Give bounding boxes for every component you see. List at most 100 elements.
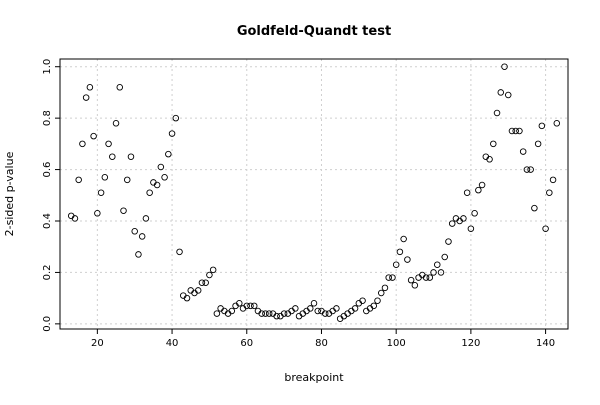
data-point <box>105 140 112 148</box>
data-point <box>475 186 482 194</box>
data-point <box>508 127 516 135</box>
data-point <box>243 302 251 310</box>
data-point <box>486 156 493 163</box>
data-point <box>404 256 411 263</box>
x-tick-label: 120 <box>461 338 480 349</box>
axes: 20 40 60 80 100 120 140 0.0 0.2 0.4 0.6 0.8 1.0 <box>42 59 555 349</box>
data-point <box>307 305 314 312</box>
data-point <box>280 310 288 317</box>
data-point <box>310 300 318 307</box>
data-point <box>478 181 486 189</box>
data-point <box>97 189 105 196</box>
data-point <box>273 312 280 320</box>
data-point <box>471 210 478 217</box>
data-point <box>512 127 519 135</box>
data-point <box>236 300 243 307</box>
data-point <box>82 94 90 101</box>
y-tick-label: 0.6 <box>42 162 53 178</box>
data-point <box>516 127 523 135</box>
data-point <box>172 114 180 122</box>
data-point <box>209 266 217 274</box>
data-point <box>377 289 385 297</box>
chart-title: Goldfeld-Quandt test <box>237 24 391 39</box>
x-tick-label: 80 <box>315 338 328 349</box>
data-point <box>351 305 359 312</box>
data-point <box>448 220 456 227</box>
data-point <box>445 238 452 245</box>
data-point <box>501 63 508 70</box>
data-point <box>490 140 497 148</box>
data-point <box>460 215 467 222</box>
data-point <box>262 310 269 317</box>
data-point <box>86 84 94 91</box>
data-point <box>407 276 415 284</box>
x-tick-label: 60 <box>240 338 253 349</box>
data-point <box>549 176 557 184</box>
data-point <box>385 274 392 281</box>
data-point <box>90 132 97 140</box>
data-point <box>213 310 221 317</box>
data-point <box>430 269 437 276</box>
data-point <box>228 307 236 315</box>
data-point <box>131 228 138 235</box>
data-point <box>265 310 273 317</box>
data-point <box>127 153 135 160</box>
data-point <box>531 204 538 212</box>
data-points <box>67 63 561 322</box>
data-point <box>422 274 430 281</box>
data-point <box>333 305 340 312</box>
y-tick-label: 0.2 <box>42 264 53 280</box>
data-point <box>146 189 153 196</box>
plot-frame <box>59 58 569 330</box>
x-tick-label: 100 <box>387 338 406 349</box>
data-point <box>437 269 445 276</box>
y-tick-label: 0.4 <box>42 213 53 229</box>
data-point <box>523 166 531 173</box>
data-point <box>247 302 254 310</box>
data-point <box>168 130 176 137</box>
data-point <box>381 284 389 292</box>
data-point <box>101 174 109 181</box>
data-point <box>527 166 534 173</box>
data-point <box>94 210 101 217</box>
data-point <box>538 122 546 130</box>
data-point <box>359 297 366 304</box>
data-point <box>441 253 448 261</box>
data-point <box>374 297 381 304</box>
data-point <box>553 120 561 127</box>
x-axis-label: breakpoint <box>284 371 344 384</box>
data-point <box>519 148 527 155</box>
data-point <box>142 215 150 222</box>
data-point <box>135 251 142 258</box>
data-point <box>392 261 400 268</box>
data-point <box>176 248 183 256</box>
data-point <box>411 282 419 289</box>
data-point <box>467 225 475 232</box>
data-point <box>120 207 127 214</box>
data-point <box>314 307 321 315</box>
data-point <box>497 89 505 96</box>
data-point <box>546 189 553 196</box>
data-point <box>321 310 329 317</box>
y-tick-label: 0.8 <box>42 110 53 126</box>
data-point <box>426 274 434 281</box>
data-point <box>116 84 124 91</box>
data-point <box>534 140 542 148</box>
y-tick-label: 1.0 <box>42 59 53 75</box>
data-point <box>400 235 407 243</box>
y-axis-label: 2-sided p-value <box>3 151 16 236</box>
data-point <box>75 176 82 184</box>
data-point <box>198 279 206 286</box>
data-point <box>79 140 86 148</box>
data-point <box>112 120 120 127</box>
data-point <box>396 248 404 256</box>
x-tick-label: 140 <box>536 338 555 349</box>
data-point <box>165 150 172 158</box>
data-point <box>153 181 161 189</box>
data-point <box>434 261 441 268</box>
data-point <box>389 274 396 281</box>
data-point <box>370 302 378 310</box>
data-point <box>493 109 501 117</box>
